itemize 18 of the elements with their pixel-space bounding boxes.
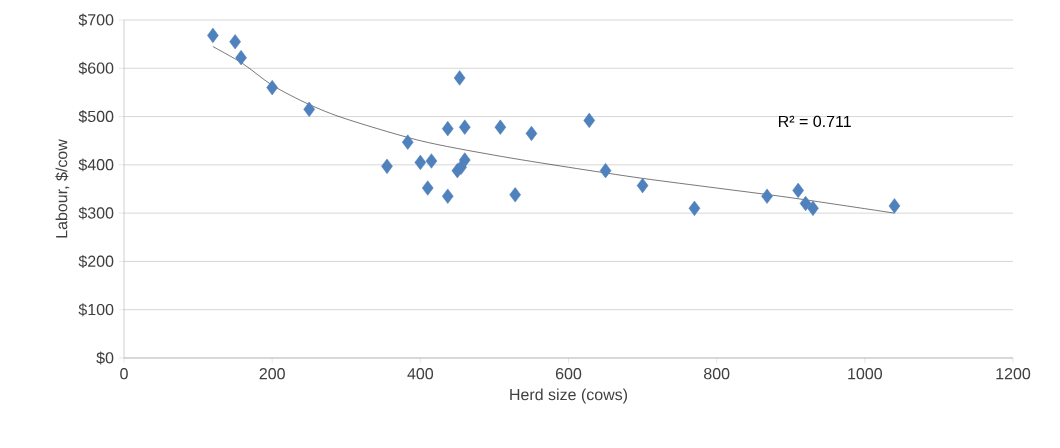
annotation: R² = 0.711: [779, 115, 851, 128]
x-axis-title: Herd size (cows): [510, 388, 628, 404]
x-tick-label: 1200: [996, 368, 1031, 380]
y-tick-label: $0: [96, 351, 114, 365]
y-tick-label: $700: [78, 13, 114, 27]
y-tick-label: $500: [78, 110, 114, 124]
x-tick-label: 400: [407, 368, 434, 380]
y-tick-label: $400: [78, 158, 114, 172]
x-tick-label: 600: [555, 368, 582, 380]
x-tick-label: 0: [120, 368, 128, 380]
y-tick-label: $200: [78, 254, 114, 268]
y-tick-label: $600: [78, 61, 114, 75]
x-tick-label: 200: [259, 368, 285, 380]
y-axis-title: Labour, $/cow: [55, 139, 70, 238]
x-tick-label: 1000: [848, 368, 883, 380]
y-tick-label: $300: [78, 206, 114, 220]
x-tick-label: 800: [704, 368, 730, 380]
y-tick-label: $100: [78, 303, 114, 317]
